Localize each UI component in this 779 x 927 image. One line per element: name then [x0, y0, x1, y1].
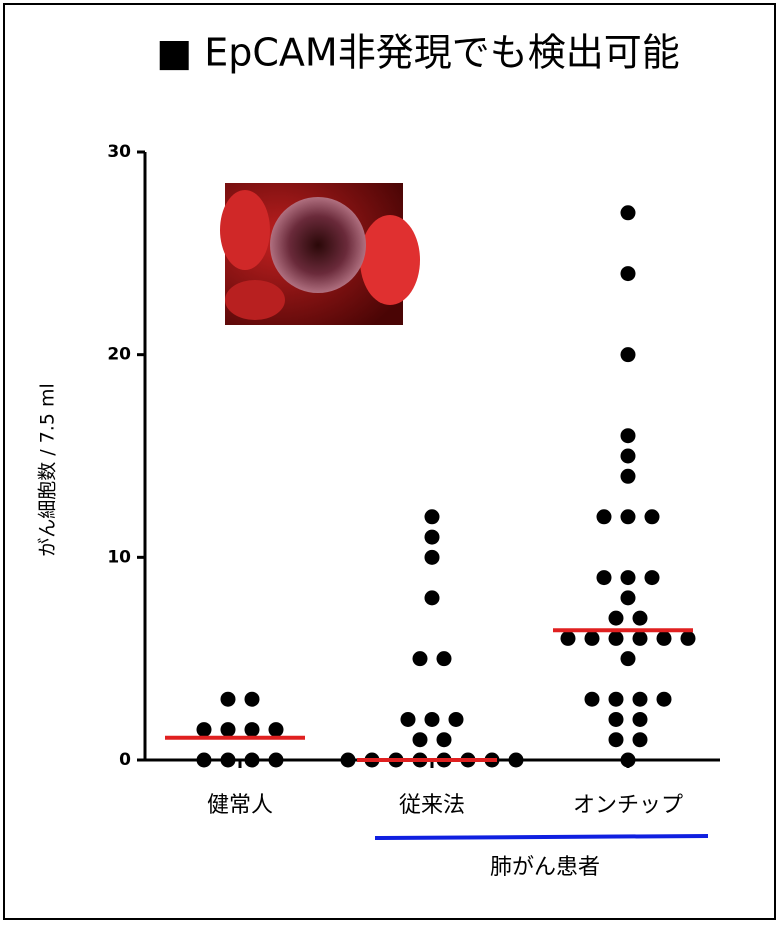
chart: ■ EpCAM非発現でも検出可能 がん細胞数 / 7.5 ml 肺がん患者 0 1…: [0, 0, 779, 923]
data-point: [621, 347, 636, 362]
data-point: [425, 509, 440, 524]
y-tick-label: 30: [107, 142, 131, 162]
data-point: [681, 631, 696, 646]
x-tick-label: 健常人: [207, 793, 273, 818]
y-axis-label: がん細胞数 / 7.5 ml: [37, 383, 59, 557]
data-point: [245, 722, 260, 737]
data-point: [425, 712, 440, 727]
data-point: [437, 651, 452, 666]
data-point: [621, 469, 636, 484]
data-point: [597, 509, 612, 524]
data-point: [621, 570, 636, 585]
data-point: [449, 712, 464, 727]
cell-image: [220, 183, 420, 325]
data-point: [633, 732, 648, 747]
data-point: [621, 266, 636, 281]
data-point: [341, 753, 356, 768]
data-point: [269, 753, 284, 768]
y-tick-label: 0: [119, 750, 131, 770]
data-point: [585, 631, 600, 646]
data-point: [245, 692, 260, 707]
data-point: [401, 712, 416, 727]
data-point: [621, 651, 636, 666]
x-tick-label: オンチップ: [573, 793, 683, 818]
y-tick-label: 10: [107, 547, 131, 567]
data-point: [633, 712, 648, 727]
data-point: [197, 753, 212, 768]
group-bracket: [375, 836, 708, 838]
data-point: [609, 631, 624, 646]
data-point: [425, 530, 440, 545]
data-point: [609, 692, 624, 707]
data-point: [621, 590, 636, 605]
data-point: [437, 732, 452, 747]
data-point: [609, 732, 624, 747]
data-point: [633, 611, 648, 626]
data-point: [413, 651, 428, 666]
data-point: [561, 631, 576, 646]
page: {"chart_data": {"type": "strip", "title"…: [0, 0, 779, 923]
data-point: [245, 753, 260, 768]
data-point: [645, 509, 660, 524]
data-point: [621, 449, 636, 464]
chart-title: ■ EpCAM非発現でも検出可能: [156, 31, 679, 75]
data-point: [425, 550, 440, 565]
data-point: [657, 692, 672, 707]
data-point: [657, 631, 672, 646]
data-point: [633, 692, 648, 707]
data-point: [621, 509, 636, 524]
data-point: [585, 692, 600, 707]
y-tick-label: 20: [107, 345, 131, 365]
data-point: [621, 753, 636, 768]
data-point: [413, 732, 428, 747]
data-point: [221, 753, 236, 768]
data-point: [621, 428, 636, 443]
data-point: [269, 722, 284, 737]
data-point: [197, 722, 212, 737]
group-label: 肺がん患者: [490, 855, 600, 880]
data-point: [221, 722, 236, 737]
data-point: [597, 570, 612, 585]
data-point: [509, 753, 524, 768]
data-point: [645, 570, 660, 585]
data-point: [425, 590, 440, 605]
data-point: [221, 692, 236, 707]
data-point: [633, 631, 648, 646]
data-point: [609, 611, 624, 626]
x-tick-label: 従来法: [399, 793, 465, 818]
data-point: [621, 205, 636, 220]
data-point: [609, 712, 624, 727]
